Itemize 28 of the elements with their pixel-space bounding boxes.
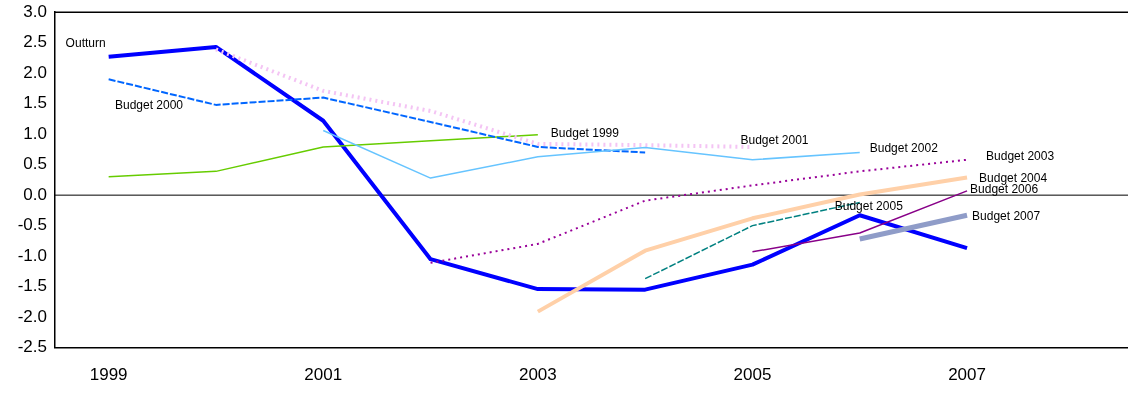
y-tick-label: -2.0 bbox=[17, 306, 47, 326]
line-series bbox=[429, 158, 969, 264]
series-label: Budget 2005 bbox=[834, 198, 904, 213]
y-tick-label: -1.0 bbox=[17, 245, 47, 265]
x-tick-label: 2005 bbox=[733, 365, 772, 385]
series-label: Budget 2003 bbox=[986, 149, 1055, 164]
series-label: Budget 2000 bbox=[114, 98, 184, 113]
series-label: Outturn bbox=[65, 36, 106, 51]
y-tick-label: -2.5 bbox=[17, 337, 47, 357]
y-tick-label: 2.5 bbox=[23, 32, 47, 52]
series-label: Budget 1999 bbox=[550, 126, 620, 141]
y-tick-label: 1.0 bbox=[23, 123, 47, 143]
y-tick-label: 0.5 bbox=[23, 154, 47, 174]
series-label: Budget 2007 bbox=[972, 208, 1041, 223]
y-tick-label: 3.0 bbox=[23, 1, 47, 21]
y-tick-label: 2.0 bbox=[23, 62, 47, 82]
x-tick-label: 2003 bbox=[518, 365, 557, 385]
line-series bbox=[107, 78, 647, 154]
y-tick-label: 0.0 bbox=[23, 184, 47, 204]
y-tick-label: -1.5 bbox=[17, 276, 47, 296]
series-label: Budget 2002 bbox=[869, 140, 939, 155]
series-label: Budget 2004 bbox=[979, 170, 1048, 185]
y-tick-label: 1.5 bbox=[23, 93, 47, 113]
y-tick-label: -0.5 bbox=[17, 215, 47, 235]
series-label: Budget 2001 bbox=[740, 133, 809, 148]
x-tick-label: 2001 bbox=[304, 365, 343, 385]
x-tick-label: 2007 bbox=[948, 365, 986, 385]
x-tick-label: 1999 bbox=[89, 365, 128, 385]
